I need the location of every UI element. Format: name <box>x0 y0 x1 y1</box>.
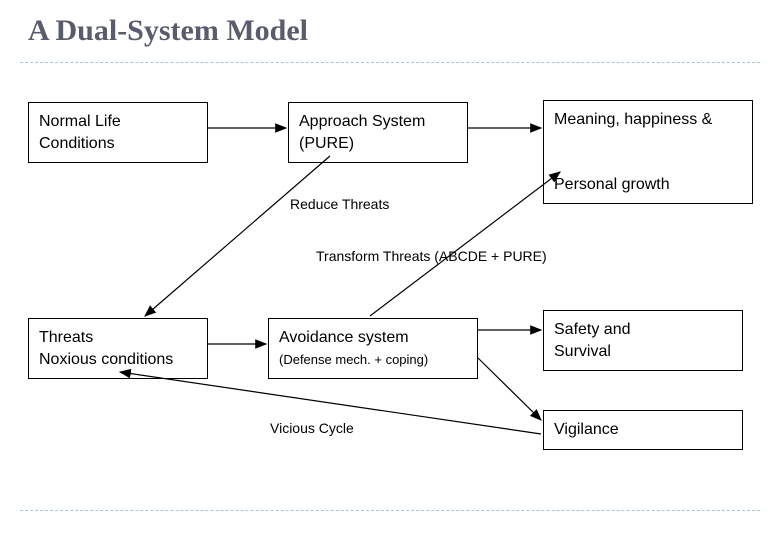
node-label: Normal LifeConditions <box>39 113 121 152</box>
node-label: Meaning, happiness &Personal growth <box>554 111 712 193</box>
node-sublabel: (Defense mech. + coping) <box>279 352 428 367</box>
node-meaning: Meaning, happiness &Personal growth <box>543 100 753 204</box>
node-threats: ThreatsNoxious conditions <box>28 318 208 379</box>
edge-avoidance-to-vigilance <box>478 358 541 420</box>
edge-approach-to-threats <box>145 156 330 316</box>
edge-label-reduce-threats: Reduce Threats <box>290 196 389 212</box>
node-normal-life: Normal LifeConditions <box>28 102 208 163</box>
node-vigilance: Vigilance <box>543 410 743 450</box>
node-label: Avoidance system <box>279 329 409 346</box>
node-label: Safety andSurvival <box>554 321 631 360</box>
edge-avoidance-to-meaning <box>370 172 560 316</box>
arrows-layer <box>0 0 780 537</box>
divider-top <box>20 62 760 63</box>
node-label: Vigilance <box>554 421 619 438</box>
edge-label-vicious-cycle: Vicious Cycle <box>270 420 354 436</box>
page-title: A Dual-System Model <box>28 14 308 48</box>
node-label: ThreatsNoxious conditions <box>39 329 173 368</box>
node-approach-system: Approach System(PURE) <box>288 102 468 163</box>
edge-label-transform-threats: Transform Threats (ABCDE + PURE) <box>316 248 547 264</box>
node-avoidance: Avoidance system (Defense mech. + coping… <box>268 318 478 379</box>
node-label: Approach System(PURE) <box>299 113 425 152</box>
divider-bottom <box>20 510 760 511</box>
node-safety: Safety andSurvival <box>543 310 743 371</box>
